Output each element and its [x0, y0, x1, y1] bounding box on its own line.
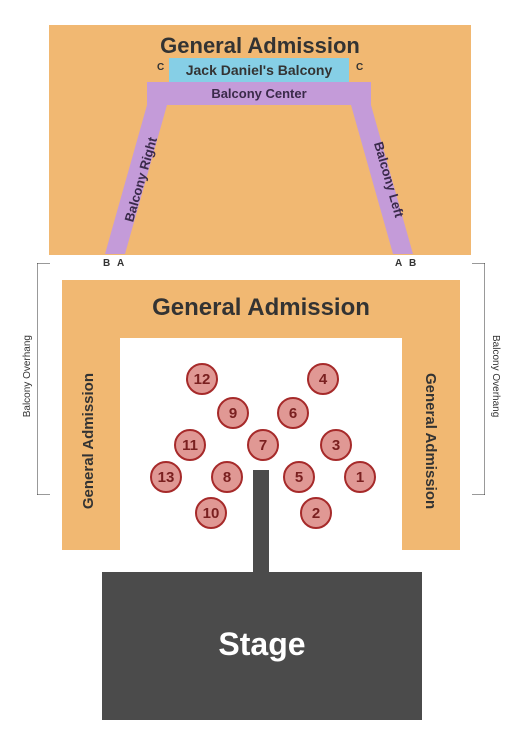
table-9[interactable]: 9: [217, 397, 249, 429]
main-ga-right-label: General Admission: [422, 373, 439, 509]
jd-balcony-label: Jack Daniel's Balcony: [169, 58, 349, 82]
overhang-label-right: Balcony Overhang: [490, 335, 501, 417]
overhang-bracket-left: [37, 263, 50, 495]
table-2[interactable]: 2: [300, 497, 332, 529]
row-marker-b-right: B: [409, 258, 416, 269]
table-8[interactable]: 8: [211, 461, 243, 493]
table-12[interactable]: 12: [186, 363, 218, 395]
balcony-center-label: Balcony Center: [147, 82, 371, 105]
overhang-label-left: Balcony Overhang: [22, 335, 33, 417]
main-ga-label: General Admission: [62, 294, 460, 322]
row-marker-a-left: A: [117, 258, 124, 269]
table-13[interactable]: 13: [150, 461, 182, 493]
table-10[interactable]: 10: [195, 497, 227, 529]
table-11[interactable]: 11: [174, 429, 206, 461]
table-1[interactable]: 1: [344, 461, 376, 493]
stage-runway: [253, 470, 269, 578]
table-4[interactable]: 4: [307, 363, 339, 395]
row-marker-c-right: C: [356, 62, 363, 73]
main-ga-left-label: General Admission: [80, 373, 97, 509]
overhang-bracket-right: [472, 263, 485, 495]
table-6[interactable]: 6: [277, 397, 309, 429]
table-5[interactable]: 5: [283, 461, 315, 493]
table-3[interactable]: 3: [320, 429, 352, 461]
table-7[interactable]: 7: [247, 429, 279, 461]
balcony-shapes: [0, 0, 525, 300]
row-marker-b-left: B: [103, 258, 110, 269]
stage-label: Stage: [102, 626, 422, 663]
row-marker-c-left: C: [157, 62, 164, 73]
row-marker-a-right: A: [395, 258, 402, 269]
